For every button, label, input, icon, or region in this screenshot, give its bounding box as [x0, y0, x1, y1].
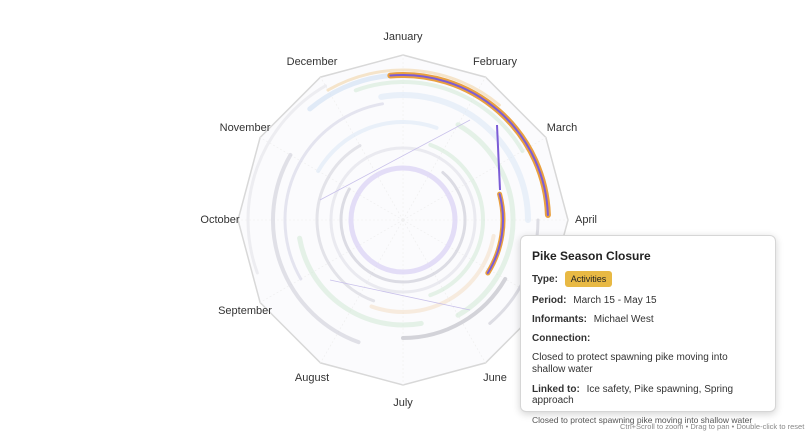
- highlight-arc: [486, 193, 504, 274]
- arc: [428, 142, 485, 298]
- arc: [326, 68, 501, 107]
- connection-line: [329, 279, 471, 311]
- label: Informants:: [532, 314, 587, 325]
- month-label: April: [575, 214, 597, 226]
- arc: [297, 235, 424, 328]
- connection-line: [496, 124, 501, 191]
- connection-line: [319, 119, 471, 201]
- arc: [353, 80, 525, 153]
- arc: [455, 122, 516, 318]
- month-label: December: [287, 56, 338, 68]
- arc: [378, 92, 531, 223]
- tooltip: Pike Season Closure Type: Activities Per…: [520, 235, 776, 425]
- arc: [329, 146, 477, 294]
- label: Connection:: [532, 333, 591, 344]
- highlight-arc: [389, 74, 549, 216]
- month-label: September: [218, 305, 272, 317]
- arc: [316, 120, 439, 173]
- connection: Closed to protect spawning pike moving i…: [532, 352, 728, 375]
- tooltip-footer: Closed to protect spawning pike moving i…: [532, 415, 753, 425]
- arc: [283, 102, 385, 281]
- arc: [401, 277, 508, 340]
- month-label: February: [473, 56, 518, 68]
- arc: [348, 165, 458, 275]
- type-badge: Activities: [564, 271, 613, 287]
- spoke: [259, 137, 404, 221]
- month-label: July: [393, 397, 413, 409]
- month-label: October: [200, 214, 239, 226]
- month-label: June: [483, 372, 507, 384]
- period: March 15 - May 15: [573, 295, 657, 306]
- spoke: [320, 219, 404, 364]
- month-label: August: [295, 372, 329, 384]
- month-label: March: [547, 122, 578, 134]
- arc: [315, 144, 376, 303]
- spoke: [259, 219, 404, 303]
- spoke: [320, 76, 404, 221]
- arc: [339, 171, 467, 284]
- linked: Ice safety, Pike spawning, Spring approa…: [532, 384, 734, 406]
- month-label: November: [220, 122, 271, 134]
- informants: Michael West: [593, 314, 654, 325]
- arc: [369, 233, 496, 314]
- arc: [271, 153, 361, 345]
- month-label: January: [383, 31, 423, 43]
- tooltip-title: Pike Season Closure: [532, 249, 651, 263]
- label: Period:: [532, 295, 567, 306]
- spoke: [402, 219, 486, 364]
- label: Type:: [532, 274, 558, 285]
- label: Linked to:: [532, 384, 580, 395]
- arc: [246, 84, 327, 275]
- hint: Ctrl+Scroll to zoom • Drag to pan • Doub…: [620, 422, 805, 431]
